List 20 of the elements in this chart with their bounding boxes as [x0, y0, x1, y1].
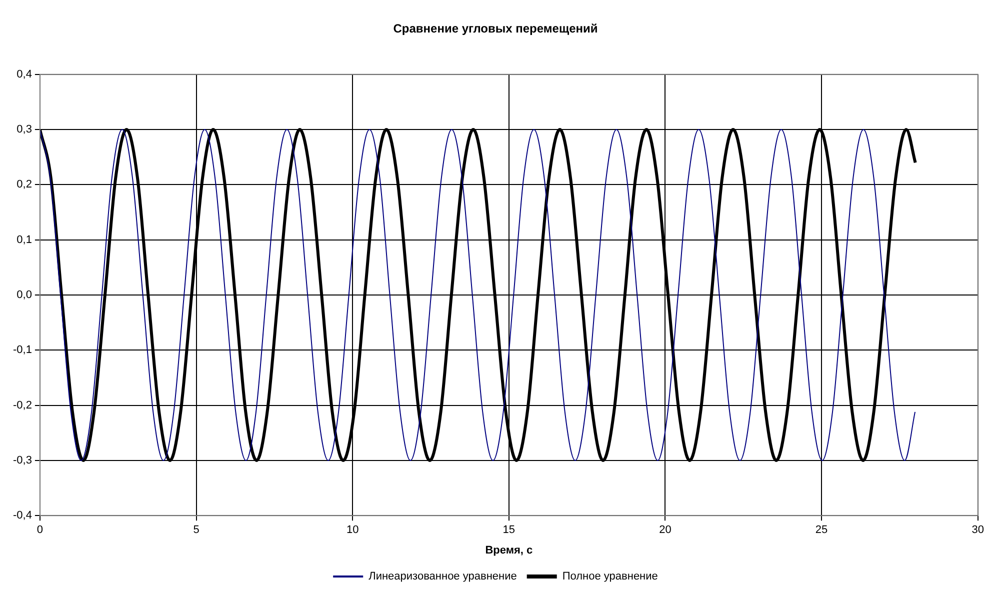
x-tick-label: 30	[972, 524, 984, 536]
legend-label: Полное уравнение	[562, 570, 658, 583]
x-tick-label: 20	[659, 524, 672, 536]
x-axis-title: Время, с	[485, 544, 533, 556]
y-tick-label: -0,1	[12, 344, 32, 356]
x-tick-label: 15	[502, 524, 516, 536]
y-tick-label: -0,4	[12, 510, 32, 522]
y-tick-label: 0,1	[16, 234, 32, 246]
y-tick-label: -0,2	[12, 399, 32, 412]
x-tick-label: 0	[36, 524, 44, 536]
y-tick-label: 0,2	[16, 178, 32, 191]
y-tick-label: 0,4	[16, 68, 32, 80]
x-tick-label: 5	[193, 524, 200, 536]
chart-title: Сравнение угловых перемещений	[393, 22, 598, 36]
y-tick-label: 0,0	[16, 289, 32, 302]
x-tick-label: 25	[815, 524, 828, 536]
y-tick-label: -0,3	[12, 454, 32, 466]
legend-label: Линеаризованное уравнение	[368, 570, 517, 583]
y-tick-label: 0,3	[16, 124, 32, 136]
x-tick-label: 10	[346, 524, 359, 536]
